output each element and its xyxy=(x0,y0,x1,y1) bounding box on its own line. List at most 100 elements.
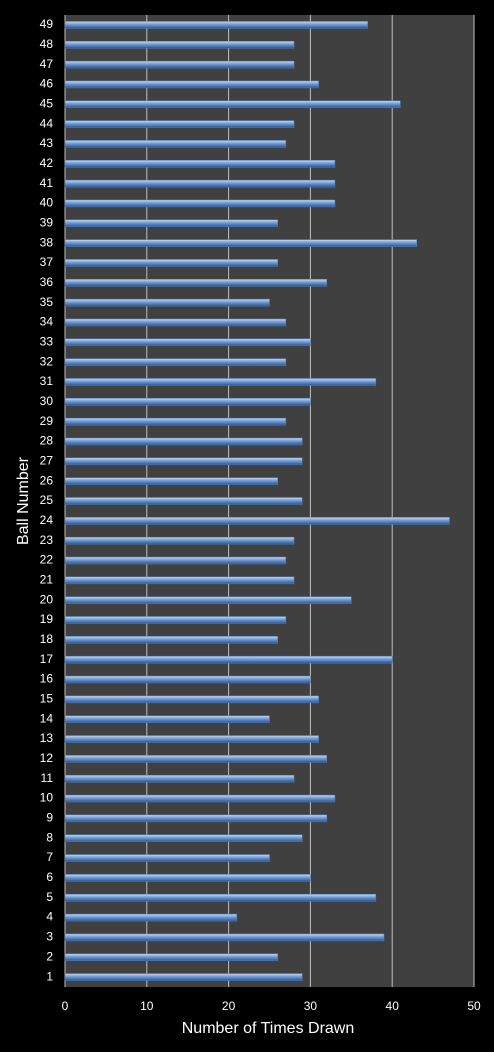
bar xyxy=(64,100,401,109)
bar xyxy=(64,398,311,406)
y-tick-label: 25 xyxy=(40,493,54,507)
x-tick-label: 10 xyxy=(140,999,154,1013)
bar xyxy=(64,953,278,961)
bar xyxy=(64,417,287,426)
y-tick-label: 23 xyxy=(40,533,54,547)
y-tick-label: 32 xyxy=(40,354,54,368)
bar xyxy=(64,21,368,29)
y-tick-label: 1 xyxy=(46,969,53,983)
x-tick-label: 30 xyxy=(304,999,318,1013)
y-tick-label: 5 xyxy=(46,890,53,904)
bar xyxy=(64,834,303,842)
y-tick-label: 43 xyxy=(40,136,54,150)
y-tick-label: 30 xyxy=(40,394,54,408)
bar xyxy=(64,913,238,922)
bar xyxy=(64,318,287,327)
bar xyxy=(64,358,287,366)
x-axis-title: Number of Times Drawn xyxy=(182,1020,355,1037)
y-tick-label: 49 xyxy=(40,17,54,31)
bar xyxy=(64,219,278,228)
y-tick-label: 42 xyxy=(40,156,54,170)
bar xyxy=(64,814,328,823)
y-tick-label: 41 xyxy=(40,176,54,190)
bar xyxy=(64,715,270,723)
bar xyxy=(64,41,295,49)
y-tick-label: 10 xyxy=(40,791,54,805)
y-tick-label: 26 xyxy=(40,473,54,487)
y-tick-label: 19 xyxy=(40,612,54,626)
bar xyxy=(64,774,295,783)
y-tick-label: 6 xyxy=(46,870,53,884)
bar xyxy=(64,517,450,525)
y-tick-label: 9 xyxy=(46,811,53,825)
bar xyxy=(64,794,336,803)
bar xyxy=(64,576,295,585)
bar xyxy=(64,378,377,386)
bar xyxy=(64,239,417,247)
y-tick-label: 36 xyxy=(40,275,54,289)
y-tick-label: 8 xyxy=(46,830,53,844)
bar xyxy=(64,536,295,545)
x-tick-label: 50 xyxy=(467,999,481,1013)
bar xyxy=(64,893,377,902)
y-tick-label: 28 xyxy=(40,434,54,448)
bar xyxy=(64,596,352,604)
y-tick-label: 33 xyxy=(40,334,54,348)
y-tick-label: 38 xyxy=(40,235,54,249)
bar xyxy=(64,437,303,446)
y-tick-label: 47 xyxy=(40,57,54,71)
x-tick-label: 0 xyxy=(62,999,69,1013)
bar xyxy=(64,160,336,168)
x-tick-label: 20 xyxy=(222,999,236,1013)
y-tick-label: 37 xyxy=(40,255,54,269)
y-tick-label: 48 xyxy=(40,37,54,51)
bar xyxy=(64,556,287,565)
y-tick-label: 29 xyxy=(40,414,54,428)
bar xyxy=(64,140,287,148)
x-tick-label: 40 xyxy=(386,999,400,1013)
bar xyxy=(64,616,287,624)
y-tick-label: 18 xyxy=(40,632,54,646)
bar xyxy=(64,259,278,267)
bar xyxy=(64,755,328,763)
y-tick-label: 44 xyxy=(40,116,54,130)
y-tick-label: 13 xyxy=(40,731,54,745)
y-tick-label: 22 xyxy=(40,553,54,567)
bar xyxy=(64,199,336,208)
y-tick-label: 4 xyxy=(46,910,53,924)
y-tick-label: 27 xyxy=(40,453,54,467)
y-tick-label: 35 xyxy=(40,295,54,309)
bar xyxy=(64,298,270,307)
y-tick-label: 17 xyxy=(40,652,54,666)
bar xyxy=(64,735,319,743)
bar xyxy=(64,874,311,882)
y-tick-label: 20 xyxy=(40,592,54,606)
bar xyxy=(64,457,303,466)
bar xyxy=(64,675,311,684)
bar xyxy=(64,338,311,347)
y-tick-label: 12 xyxy=(40,751,54,765)
y-tick-label: 34 xyxy=(40,315,54,329)
y-tick-label: 31 xyxy=(40,374,54,388)
y-tick-label: 15 xyxy=(40,692,54,706)
y-tick-label: 24 xyxy=(40,513,54,527)
y-tick-label: 40 xyxy=(40,196,54,210)
y-tick-label: 7 xyxy=(46,850,53,864)
bar xyxy=(64,60,295,69)
y-tick-label: 39 xyxy=(40,215,54,229)
bar xyxy=(64,933,385,942)
bar xyxy=(64,854,270,862)
y-tick-label: 3 xyxy=(46,930,53,944)
y-tick-label: 45 xyxy=(40,96,54,110)
y-tick-label: 46 xyxy=(40,77,54,91)
bar xyxy=(64,120,295,128)
bar xyxy=(64,636,278,644)
bar xyxy=(64,279,328,287)
y-tick-label: 2 xyxy=(46,949,53,963)
y-tick-label: 21 xyxy=(40,573,54,587)
bar xyxy=(64,477,278,485)
bar xyxy=(64,695,319,704)
bar xyxy=(64,179,336,188)
bar xyxy=(64,80,319,89)
